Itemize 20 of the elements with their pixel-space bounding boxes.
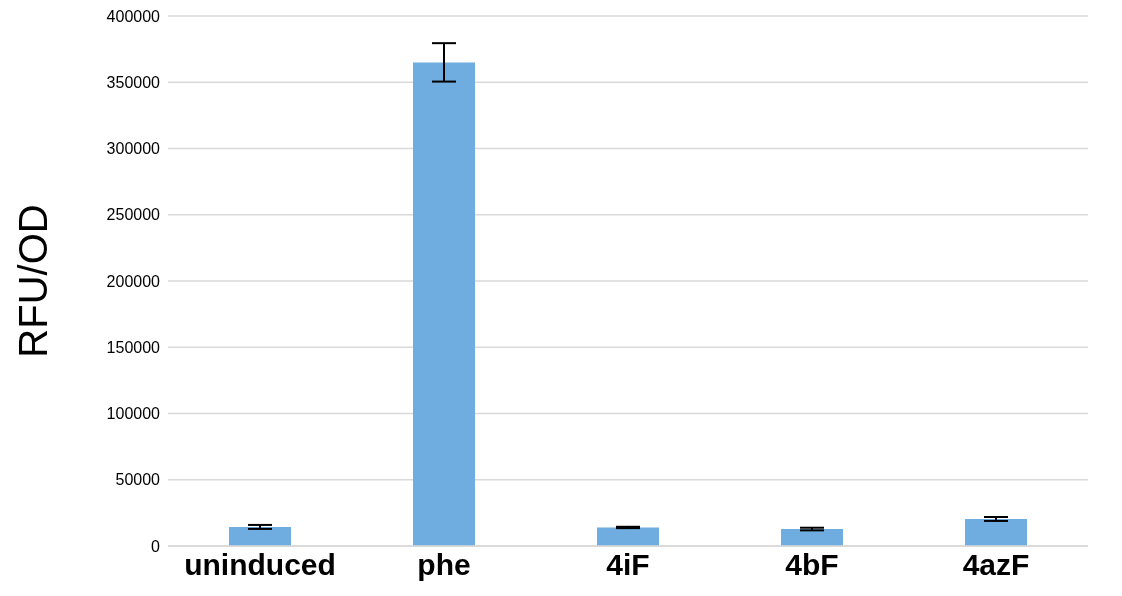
y-tick-label: 400000 bbox=[106, 7, 161, 25]
x-tick-label: uninduced bbox=[184, 548, 336, 582]
x-tick-label: 4azF bbox=[962, 548, 1030, 582]
y-tick-label: 300000 bbox=[106, 140, 161, 158]
y-tick-label: 150000 bbox=[106, 338, 161, 356]
y-tick-label: 350000 bbox=[106, 73, 161, 91]
bar bbox=[229, 526, 291, 546]
x-tick-label: phe bbox=[417, 548, 471, 582]
y-tick-label: 50000 bbox=[115, 471, 161, 489]
y-tick-label: 100000 bbox=[106, 405, 161, 423]
y-tick-label: 0 bbox=[151, 537, 161, 555]
bar bbox=[413, 62, 475, 546]
x-tick-label: 4iF bbox=[606, 548, 650, 582]
y-tick-label: 250000 bbox=[106, 206, 161, 224]
x-tick-label: 4bF bbox=[785, 548, 839, 582]
bar bbox=[781, 529, 843, 546]
y-axis-title: RFU/OD bbox=[11, 204, 56, 358]
bar bbox=[965, 518, 1027, 546]
bar bbox=[597, 527, 659, 546]
y-tick-label: 200000 bbox=[106, 272, 161, 290]
